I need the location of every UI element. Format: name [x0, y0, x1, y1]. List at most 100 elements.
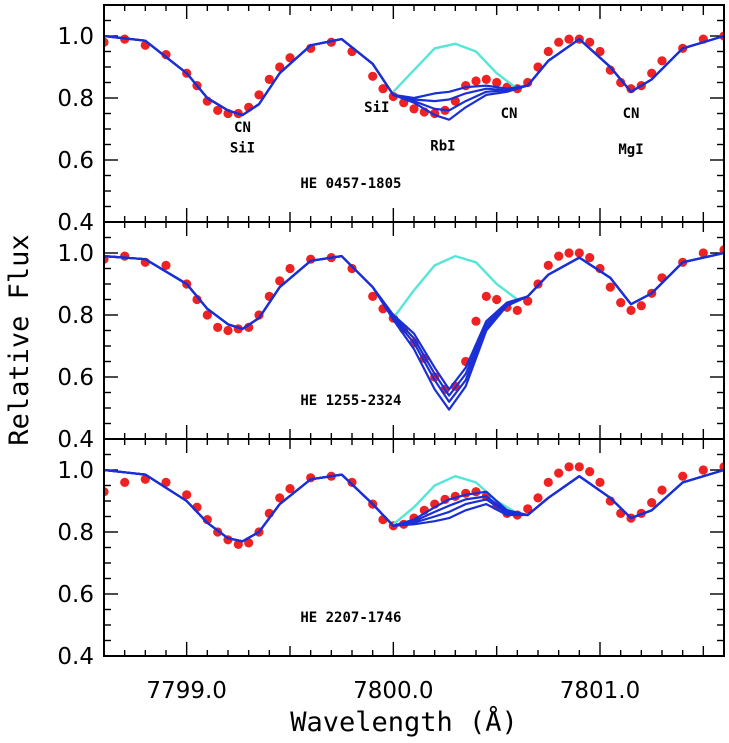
- line-label: CN: [501, 106, 518, 122]
- observed-point: [533, 493, 543, 503]
- observed-point: [213, 105, 223, 115]
- observed-point: [202, 515, 212, 525]
- observed-point: [409, 104, 419, 114]
- line-label: SiI: [364, 100, 389, 116]
- star-label: HE 2207-1746: [300, 610, 401, 626]
- observed-point: [585, 253, 595, 263]
- y-tick-label: 1.0: [57, 241, 94, 267]
- observed-point: [285, 263, 295, 274]
- y-tick-label: 0.4: [57, 427, 94, 453]
- panel-curves: [104, 31, 724, 121]
- synthetic-curve: [104, 251, 724, 391]
- observed-point: [492, 294, 502, 305]
- panel-curves: [104, 462, 724, 550]
- observed-point: [104, 37, 109, 47]
- observed-point: [698, 248, 708, 258]
- observed-point: [585, 37, 595, 47]
- observed-point: [647, 68, 657, 78]
- observed-point: [471, 76, 481, 86]
- observed-point: [523, 504, 533, 514]
- observed-point: [368, 291, 378, 301]
- y-axis-title: Relative Flux: [4, 234, 35, 445]
- observed-point: [275, 62, 285, 72]
- observed-point: [554, 37, 564, 47]
- observed-point: [554, 468, 564, 478]
- star-label: HE 0457-1805: [300, 176, 401, 192]
- observed-point: [616, 298, 626, 308]
- observed-point: [543, 260, 553, 270]
- observed-point: [192, 294, 202, 305]
- panel-ticks: [103, 221, 725, 440]
- observed-point: [512, 305, 522, 315]
- observed-point: [492, 77, 502, 88]
- line-label: MgI: [618, 142, 643, 158]
- observed-point: [605, 65, 615, 75]
- synthetic-curve: [104, 251, 724, 397]
- observed-point: [347, 477, 357, 487]
- synthetic-curve: [104, 251, 724, 403]
- panel-frame: [103, 221, 725, 440]
- panel-ticks: [103, 438, 725, 657]
- observed-point: [554, 251, 564, 261]
- x-tick-label: 7799.0: [146, 678, 226, 704]
- y-tick-label: 0.6: [57, 365, 94, 391]
- x-axis-title: Wavelength (Å): [290, 706, 518, 738]
- observed-point: [161, 477, 171, 487]
- observed-point: [254, 90, 264, 100]
- observed-point: [657, 56, 667, 66]
- observed-point: [202, 310, 212, 320]
- star-label: HE 1255-2324: [300, 393, 401, 409]
- observed-point: [182, 490, 192, 500]
- observed-point: [574, 248, 584, 258]
- observed-point: [347, 263, 357, 274]
- observed-point: [275, 276, 285, 286]
- line-label: SiI: [230, 140, 255, 156]
- observed-point: [213, 322, 223, 332]
- observed-point: [161, 260, 171, 270]
- panel-2: 0.4 0.6 0.8 1.0 HE 1255-2324: [57, 221, 725, 453]
- y-tick-label: 1.0: [57, 458, 94, 484]
- observed-point: [275, 493, 285, 503]
- observed-point: [481, 291, 491, 301]
- line-label: CN: [623, 106, 640, 122]
- observed-point: [120, 251, 130, 261]
- observed-point: [657, 485, 667, 495]
- observed-point: [698, 465, 708, 475]
- observed-point: [285, 53, 295, 63]
- observed-point: [605, 282, 615, 292]
- observed-point: [636, 301, 646, 311]
- y-tick-label: 1.0: [57, 24, 94, 50]
- observed-point: [120, 477, 130, 487]
- observed-point: [595, 46, 605, 57]
- observed-point: [481, 74, 491, 84]
- observed-point: [523, 296, 533, 306]
- line-label: RbI: [430, 139, 455, 155]
- y-tick-label: 0.8: [57, 86, 94, 112]
- y-tick-label: 0.8: [57, 303, 94, 329]
- x-tick-label: 7801.0: [560, 678, 640, 704]
- y-tick-label: 0.4: [57, 210, 94, 236]
- observed-point: [244, 538, 254, 548]
- panel-1: 0.4 0.6 0.8 1.0 CN SiI SiI RbI CN CN MgI HE 0457-18…: [57, 4, 725, 236]
- panel-frame: [103, 438, 725, 657]
- observed-point: [264, 74, 274, 84]
- y-tick-label: 0.6: [57, 148, 94, 174]
- no-rb-curve: [392, 254, 519, 319]
- observed-point: [564, 462, 574, 472]
- observed-point: [161, 50, 171, 60]
- observed-point: [368, 71, 378, 81]
- observed-point: [616, 77, 626, 88]
- observed-point: [104, 487, 109, 497]
- observed-point: [378, 84, 388, 94]
- observed-point: [543, 477, 553, 487]
- synthetic-curve: [104, 468, 724, 543]
- x-tick-labels: 7799.0 7800.0 7801.0: [146, 678, 640, 704]
- x-tick-label: 7800.0: [353, 678, 433, 704]
- line-label: CN: [234, 120, 251, 136]
- panel-3: 0.4 0.6 0.8 1.0 HE 2207-1746: [57, 438, 725, 670]
- observed-point: [233, 539, 243, 550]
- y-tick-label: 0.6: [57, 582, 94, 608]
- observed-point: [543, 46, 553, 57]
- y-tick-label: 0.4: [57, 644, 94, 670]
